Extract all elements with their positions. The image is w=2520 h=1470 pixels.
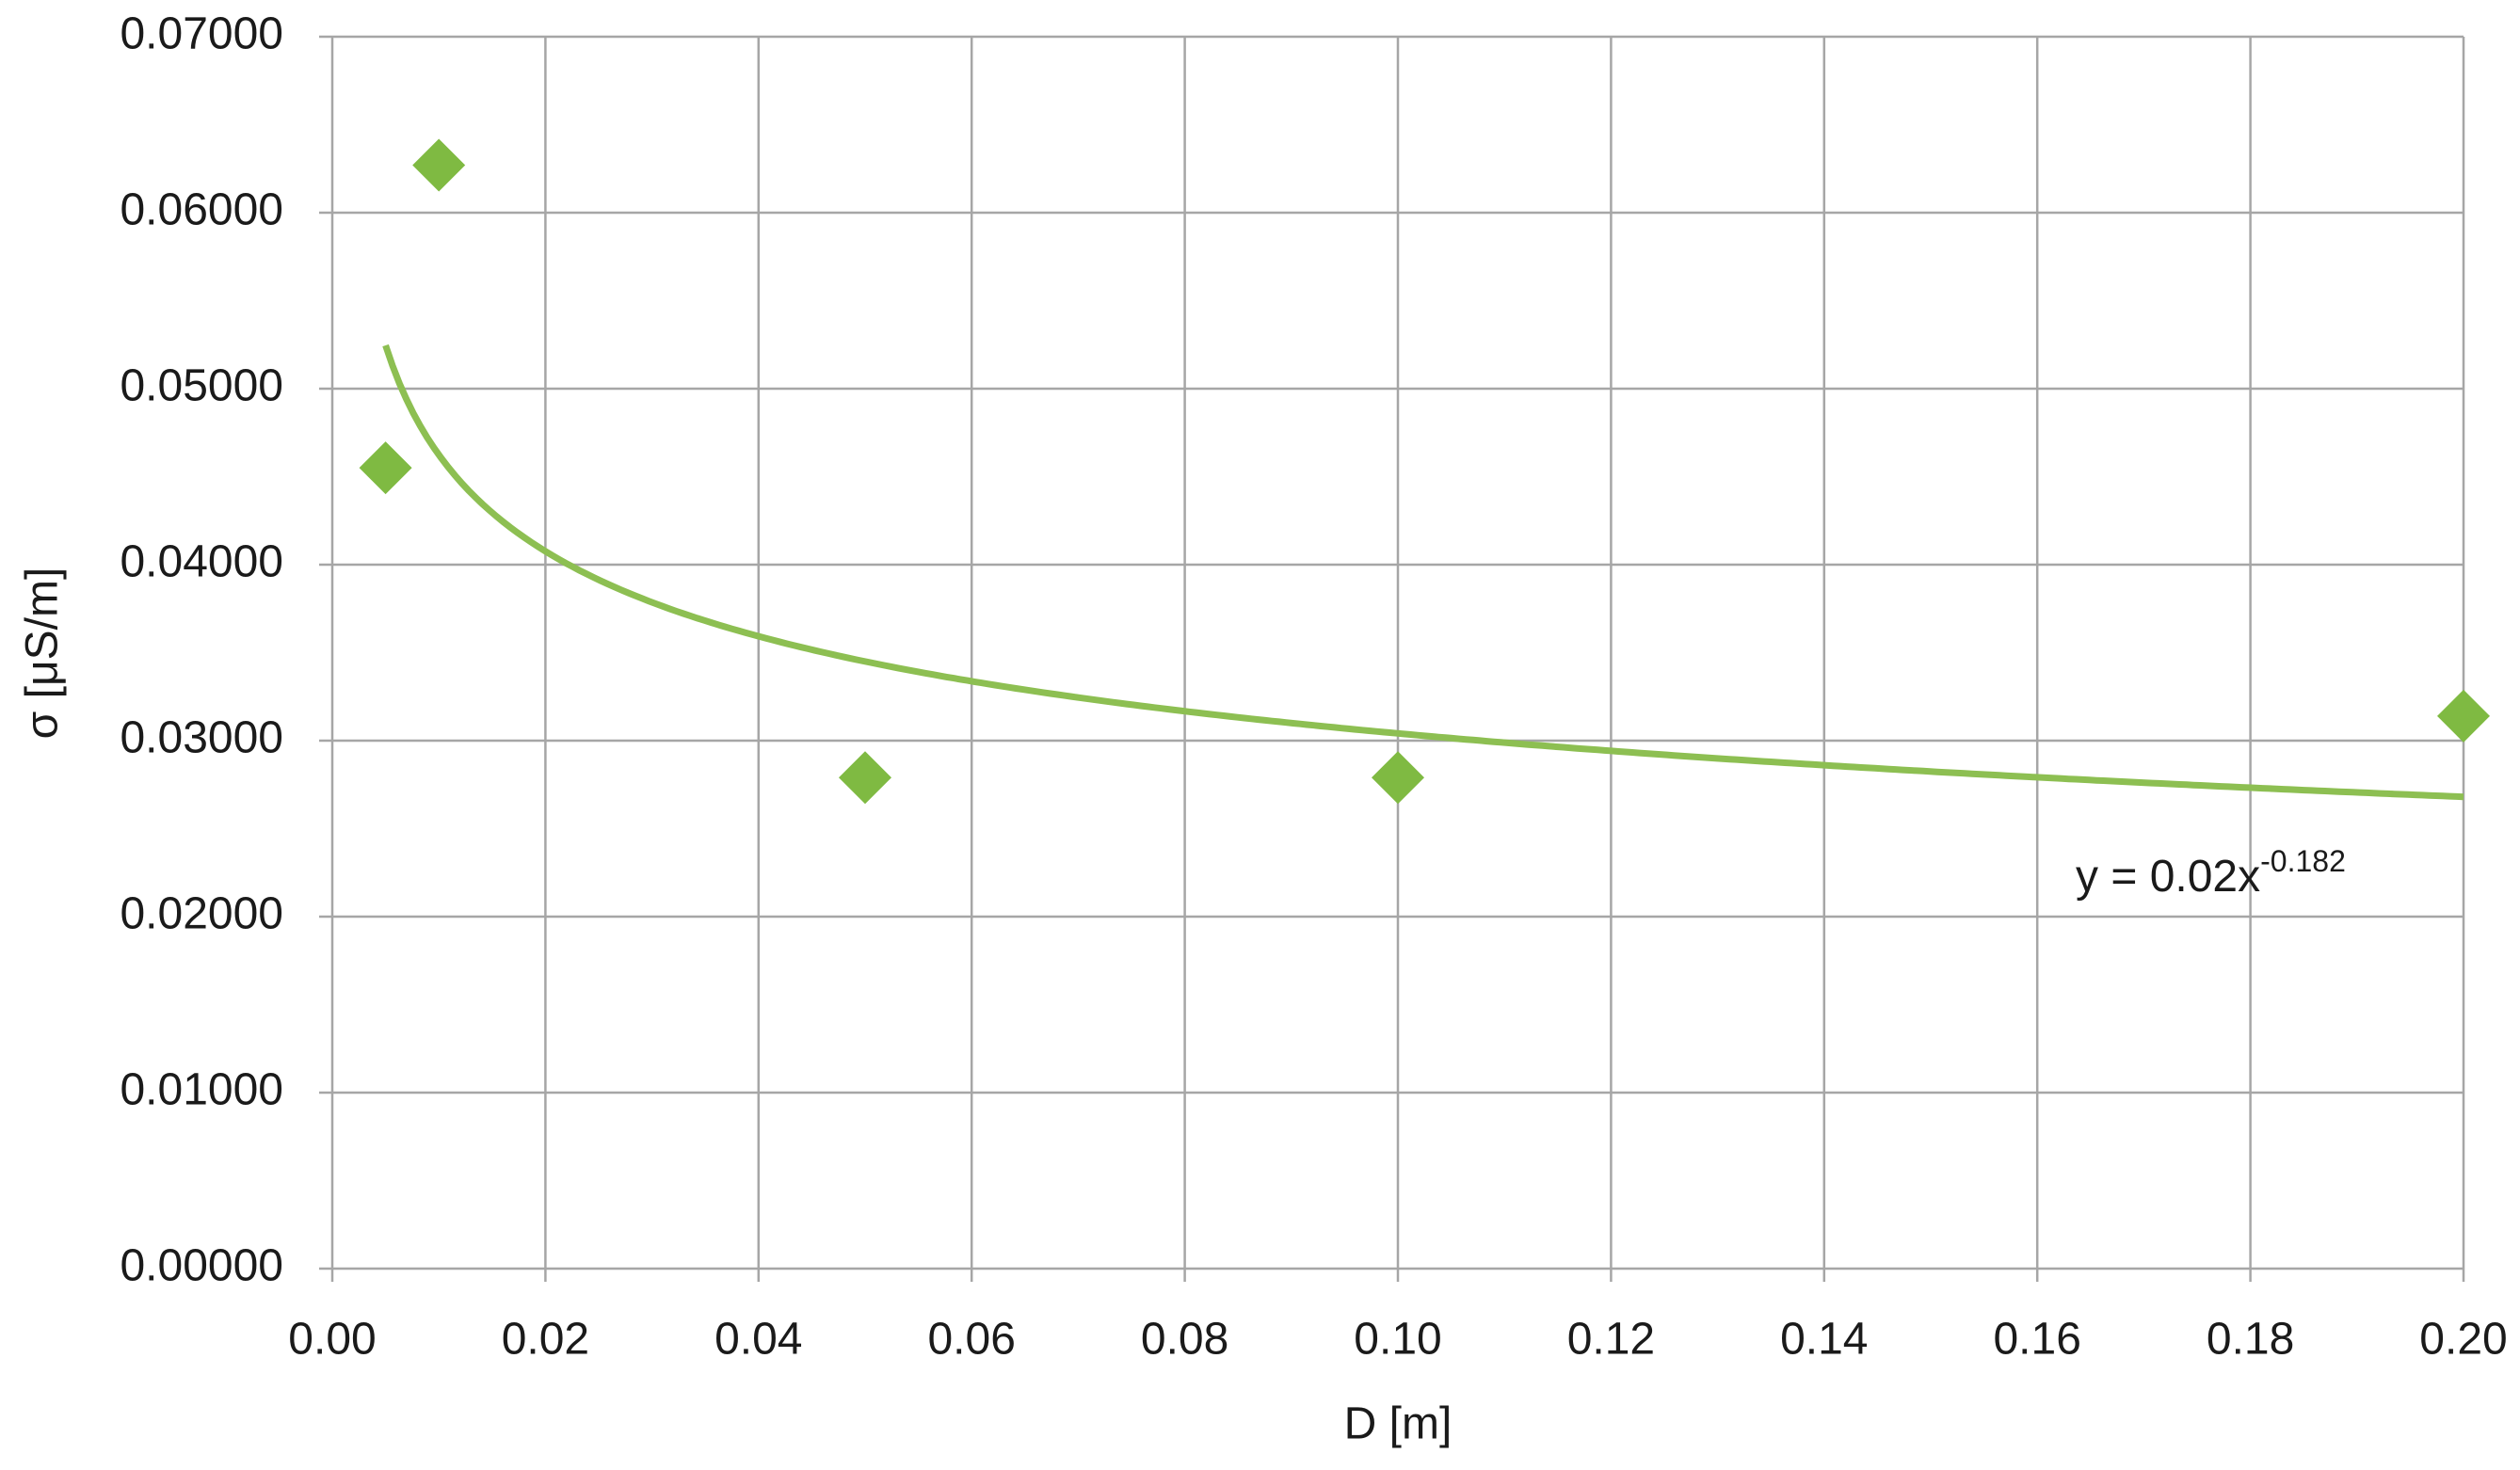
trendline <box>382 344 2464 801</box>
x-tick-label: 0.04 <box>714 1315 802 1365</box>
y-tick-label: 0.03000 <box>120 713 283 763</box>
x-tick-label: 0.10 <box>1354 1315 1441 1365</box>
y-tick-label: 0.00000 <box>120 1241 283 1291</box>
y-tick-label: 0.04000 <box>120 537 283 587</box>
x-tick-label: 0.08 <box>1141 1315 1228 1365</box>
x-tick-label: 0.16 <box>1993 1315 2080 1365</box>
y-tick-label: 0.02000 <box>120 889 283 939</box>
y-tick-label: 0.05000 <box>120 361 283 411</box>
data-point <box>412 138 466 192</box>
data-point <box>839 751 891 805</box>
y-axis-label: σ [μS/m] <box>18 567 68 740</box>
y-tick-label: 0.06000 <box>120 185 283 235</box>
trendline-equation: y = 0.02x-0.182 <box>2076 844 2346 901</box>
equation-exponent: -0.182 <box>2260 844 2346 878</box>
x-tick-label: 0.20 <box>2419 1315 2507 1365</box>
x-tick-label: 0.02 <box>502 1315 589 1365</box>
data-point <box>359 441 412 495</box>
equation-base: y = 0.02x <box>2076 852 2260 902</box>
data-point <box>1372 751 1424 805</box>
y-tick-label: 0.01000 <box>120 1065 283 1115</box>
x-tick-label: 0.00 <box>288 1315 376 1365</box>
x-tick-label: 0.12 <box>1567 1315 1655 1365</box>
y-tick-label: 0.07000 <box>120 9 283 59</box>
x-tick-label: 0.18 <box>2207 1315 2294 1365</box>
x-tick-label: 0.06 <box>927 1315 1015 1365</box>
x-tick-label: 0.14 <box>1780 1315 1868 1365</box>
x-axis-label: D [m] <box>1344 1399 1453 1449</box>
data-point <box>2437 689 2490 743</box>
